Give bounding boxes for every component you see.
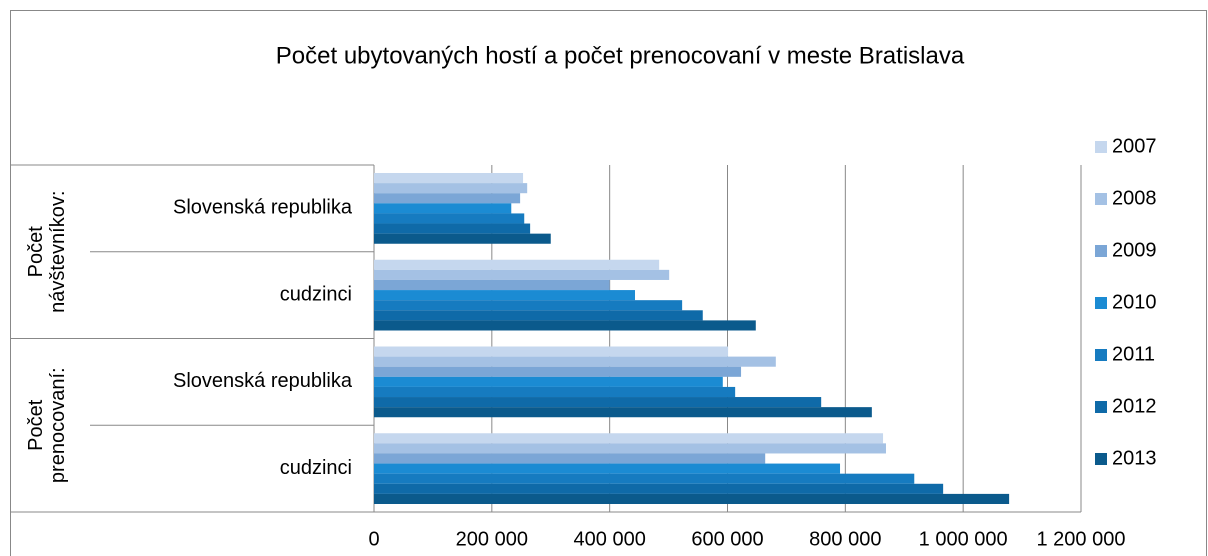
legend-swatch [1095, 401, 1107, 413]
bar [374, 397, 822, 408]
bar [374, 183, 528, 194]
x-tick-label: 200 000 [456, 528, 528, 550]
legend-swatch [1095, 297, 1107, 309]
legend-swatch [1095, 141, 1107, 153]
bar [374, 483, 944, 494]
bar [374, 269, 670, 280]
legend-swatch [1095, 245, 1107, 257]
legend-swatch [1095, 349, 1107, 361]
bar [374, 300, 683, 311]
bar [374, 443, 886, 454]
bar [374, 223, 531, 234]
bar [374, 310, 703, 321]
legend-label: 2011 [1112, 343, 1155, 365]
category-label: Slovenská republika [173, 197, 353, 219]
bar [374, 473, 915, 484]
legend-swatch [1095, 193, 1107, 205]
legend-label: 2013 [1112, 447, 1157, 469]
bar [374, 213, 525, 224]
category-label: cudzinci [280, 283, 352, 305]
bar [374, 290, 636, 301]
bar [374, 193, 521, 204]
bar [374, 453, 766, 464]
bar [374, 203, 512, 214]
bar [374, 279, 610, 291]
legend-label: 2009 [1112, 239, 1157, 261]
bar [374, 463, 841, 474]
x-tick-label: 1 200 000 [1037, 528, 1126, 550]
legend-label: 2008 [1112, 187, 1157, 209]
bar [374, 407, 872, 418]
x-tick-label: 600 000 [691, 528, 763, 550]
legend-label: 2010 [1112, 291, 1157, 313]
legend-label: 2007 [1112, 135, 1157, 157]
x-tick-label: 1 000 000 [919, 528, 1008, 550]
x-tick-label: 800 000 [809, 528, 881, 550]
bar [374, 173, 524, 184]
bar [374, 366, 742, 377]
group-label: Početnávštevníkov: [25, 191, 69, 313]
bar [374, 386, 736, 398]
legend-label: 2012 [1112, 395, 1157, 417]
legend-swatch [1095, 453, 1107, 465]
bar [374, 376, 723, 387]
chart-title: Počet ubytovaných hostí a počet prenocov… [276, 42, 965, 69]
category-label: Slovenská republika [173, 370, 353, 392]
x-tick-label: 400 000 [574, 528, 646, 550]
bar [374, 233, 551, 244]
bar [374, 320, 756, 331]
bar [374, 346, 729, 357]
bar [374, 433, 884, 444]
category-label: cudzinci [280, 457, 352, 479]
group-label: Početprenocovaní: [25, 367, 69, 483]
bar [374, 493, 1010, 504]
bar [374, 356, 776, 367]
x-tick-label: 0 [368, 528, 379, 550]
bar [374, 259, 660, 270]
